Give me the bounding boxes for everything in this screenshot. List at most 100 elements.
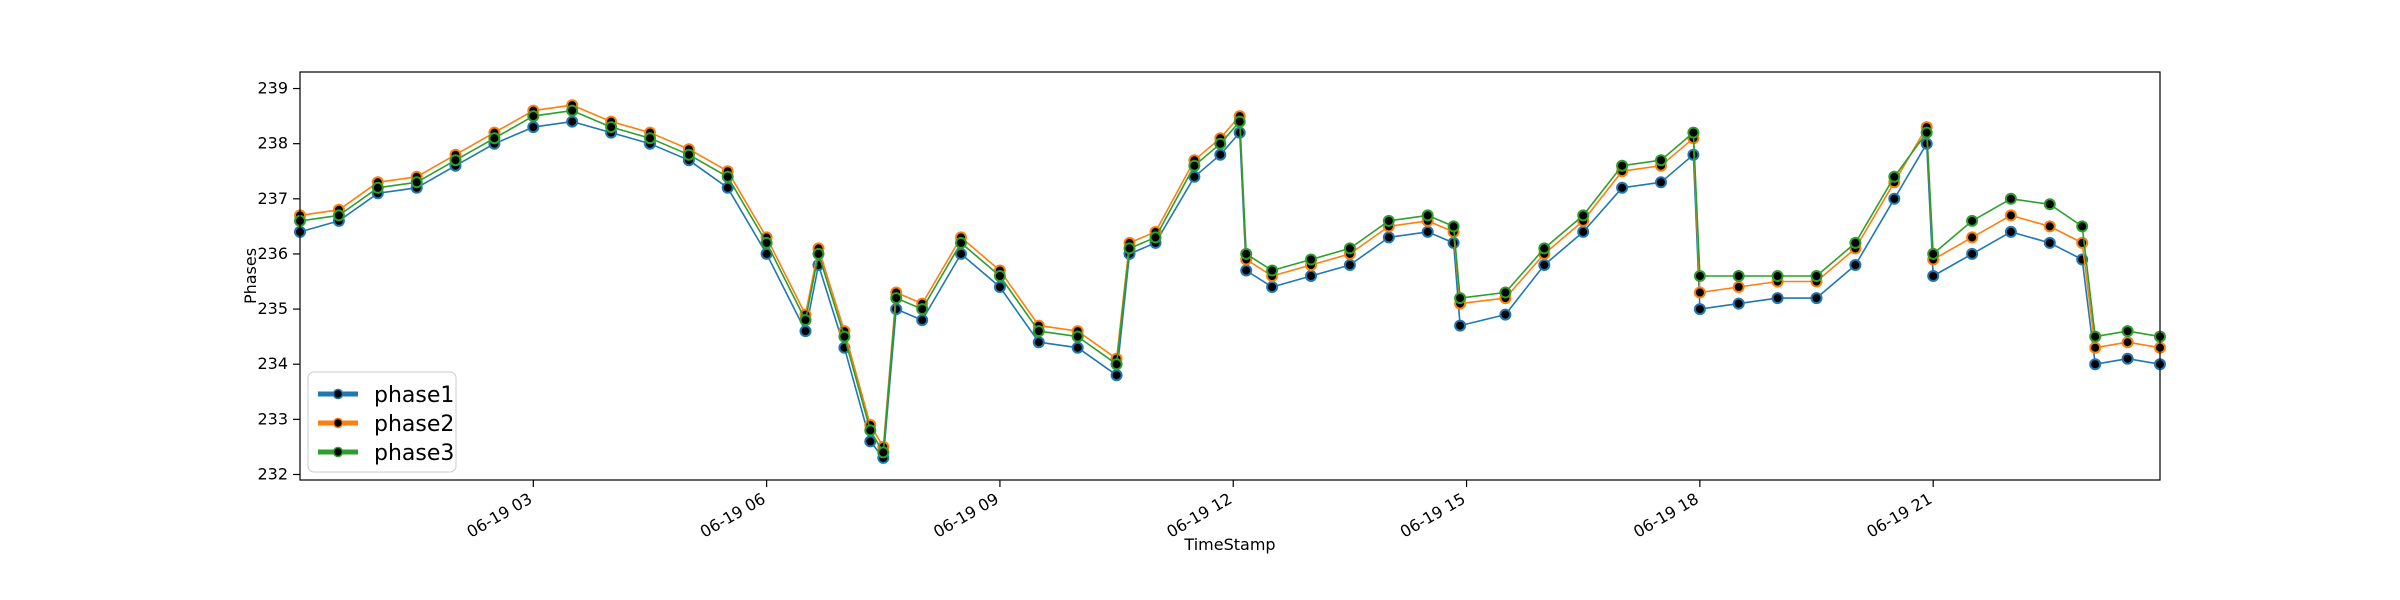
data-point-phase3-33 bbox=[1343, 242, 1356, 255]
data-point-phase3-1 bbox=[332, 209, 345, 222]
data-point-phase3-44 bbox=[1693, 270, 1706, 282]
data-point-phase3-28 bbox=[1214, 137, 1227, 150]
data-point-phase1-56 bbox=[2089, 358, 2102, 371]
data-point-phase1-35 bbox=[1421, 225, 1434, 238]
data-point-phase3-14 bbox=[812, 247, 825, 260]
data-point-phase1-19 bbox=[916, 314, 929, 327]
data-point-phase3-2 bbox=[371, 181, 384, 194]
plot-frame bbox=[299, 71, 2161, 481]
data-point-phase1-16 bbox=[864, 435, 877, 448]
data-point-phase2-54 bbox=[2043, 220, 2056, 233]
y-tick-label: 232 bbox=[257, 464, 288, 483]
data-point-phase1-57 bbox=[2121, 352, 2134, 365]
data-point-phase1-46 bbox=[1771, 292, 1784, 305]
data-point-phase1-42 bbox=[1655, 176, 1667, 189]
data-point-phase3-29 bbox=[1233, 115, 1246, 128]
data-point-phase3-6 bbox=[527, 110, 540, 123]
legend-label-phase2: phase2 bbox=[374, 412, 454, 437]
data-point-phase1-44 bbox=[1693, 303, 1706, 316]
data-point-phase2-57 bbox=[2121, 336, 2134, 349]
y-tick-label: 239 bbox=[257, 79, 288, 98]
y-tick-label: 238 bbox=[257, 134, 288, 153]
data-point-phase1-24 bbox=[1110, 369, 1123, 382]
data-point-phase2-45 bbox=[1732, 281, 1745, 293]
data-point-phase3-26 bbox=[1149, 231, 1162, 244]
data-point-phase1-32 bbox=[1305, 270, 1317, 282]
data-point-phase1-7 bbox=[566, 115, 579, 128]
data-point-phase3-11 bbox=[721, 170, 734, 183]
data-point-phase1-31 bbox=[1266, 281, 1279, 293]
data-point-phase3-25 bbox=[1123, 242, 1136, 255]
legend-marker-phase2 bbox=[332, 417, 344, 429]
data-point-phase3-27 bbox=[1188, 159, 1201, 172]
data-point-phase1-45 bbox=[1732, 297, 1745, 310]
data-point-phase2-52 bbox=[1966, 231, 1979, 244]
data-point-phase1-47 bbox=[1810, 292, 1823, 305]
data-point-phase3-57 bbox=[2121, 325, 2134, 338]
data-point-phase2-44 bbox=[1693, 286, 1706, 299]
data-point-phase1-40 bbox=[1577, 225, 1590, 238]
y-tick-label: 234 bbox=[257, 354, 288, 373]
legend: phase1 phase2 phase3 bbox=[307, 371, 457, 473]
data-point-phase3-37 bbox=[1454, 292, 1467, 305]
data-point-phase3-36 bbox=[1447, 220, 1460, 233]
data-point-phase3-48 bbox=[1849, 236, 1862, 249]
data-point-phase3-22 bbox=[1032, 325, 1045, 338]
data-point-phase3-42 bbox=[1655, 154, 1667, 167]
data-point-phase1-22 bbox=[1032, 336, 1045, 349]
data-point-phase1-33 bbox=[1343, 259, 1356, 271]
data-point-phase3-49 bbox=[1888, 170, 1901, 183]
data-point-phase1-53 bbox=[2004, 225, 2017, 238]
data-point-phase3-45 bbox=[1732, 270, 1745, 282]
data-point-phase3-47 bbox=[1810, 270, 1823, 282]
data-point-phase1-41 bbox=[1616, 181, 1629, 194]
data-point-phase1-6 bbox=[527, 121, 540, 134]
data-point-phase2-53 bbox=[2004, 209, 2017, 222]
legend-label-phase1: phase1 bbox=[374, 383, 454, 408]
data-point-phase3-46 bbox=[1771, 270, 1784, 282]
data-point-phase1-28 bbox=[1214, 148, 1227, 161]
legend-label-phase3: phase3 bbox=[374, 441, 454, 466]
data-point-phase2-55 bbox=[2076, 236, 2089, 249]
data-point-phase1-52 bbox=[1966, 247, 1979, 260]
data-point-phase3-23 bbox=[1071, 330, 1084, 343]
data-point-phase3-19 bbox=[916, 303, 929, 316]
data-point-phase1-48 bbox=[1849, 259, 1862, 271]
data-point-phase2-56 bbox=[2089, 341, 2102, 354]
data-point-phase1-38 bbox=[1499, 308, 1512, 321]
data-point-phase3-35 bbox=[1421, 209, 1434, 222]
y-tick-label: 233 bbox=[257, 409, 288, 428]
legend-marker-phase1 bbox=[332, 388, 344, 400]
data-point-phase3-24 bbox=[1110, 358, 1123, 371]
y-tick-label: 235 bbox=[257, 299, 288, 318]
data-point-phase3-56 bbox=[2089, 330, 2102, 343]
data-point-phase3-15 bbox=[838, 330, 851, 343]
data-point-phase1-37 bbox=[1454, 319, 1467, 332]
series-markers-phase3 bbox=[294, 104, 2166, 459]
data-point-phase1-27 bbox=[1188, 170, 1201, 183]
data-point-phase3-40 bbox=[1577, 209, 1590, 222]
data-point-phase1-49 bbox=[1888, 192, 1901, 205]
data-point-phase3-7 bbox=[566, 104, 579, 117]
data-point-phase3-30 bbox=[1240, 247, 1253, 260]
data-point-phase1-23 bbox=[1071, 341, 1084, 354]
data-point-phase3-12 bbox=[760, 236, 773, 249]
data-point-phase3-41 bbox=[1616, 159, 1629, 172]
data-point-phase3-55 bbox=[2076, 220, 2089, 233]
data-point-phase3-51 bbox=[1927, 247, 1940, 260]
data-point-phase1-54 bbox=[2043, 236, 2056, 249]
data-point-phase3-16 bbox=[864, 424, 877, 437]
data-point-phase1-39 bbox=[1538, 259, 1551, 271]
data-point-phase3-54 bbox=[2043, 198, 2056, 211]
data-point-phase1-34 bbox=[1382, 231, 1395, 244]
data-point-phase1-51 bbox=[1927, 270, 1940, 282]
y-tick-label: 237 bbox=[257, 189, 288, 208]
data-point-phase3-31 bbox=[1266, 264, 1279, 277]
data-point-phase3-39 bbox=[1538, 242, 1551, 255]
data-point-phase3-10 bbox=[682, 148, 695, 161]
data-point-phase3-17 bbox=[877, 446, 890, 459]
data-point-phase3-21 bbox=[993, 270, 1006, 282]
data-point-phase3-34 bbox=[1382, 214, 1395, 227]
data-point-phase3-43 bbox=[1687, 126, 1700, 139]
